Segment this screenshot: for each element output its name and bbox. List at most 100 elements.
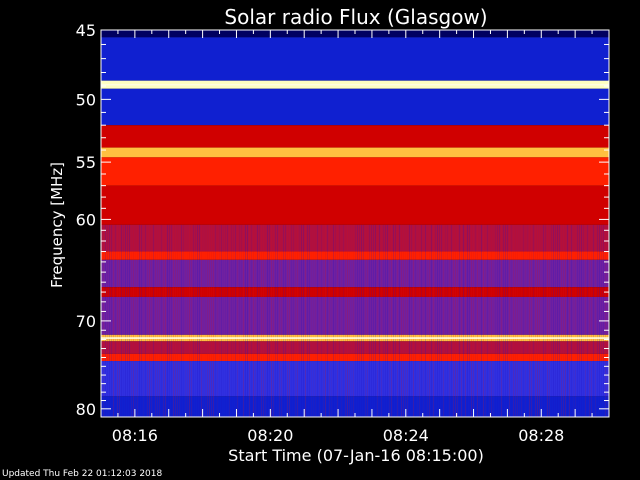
x-tick-label: 08:20: [247, 426, 293, 445]
heatmap-band-15: [101, 353, 609, 362]
heatmap-texture: [247, 224, 248, 417]
heatmap-texture: [533, 224, 534, 417]
heatmap-texture: [181, 224, 182, 417]
heatmap-texture: [191, 224, 192, 417]
heatmap-texture: [153, 224, 154, 417]
heatmap-texture: [117, 224, 118, 417]
heatmap-texture: [577, 224, 578, 417]
heatmap-texture: [317, 224, 318, 417]
heatmap-texture: [545, 224, 546, 417]
x-tick-label: 08:24: [383, 426, 429, 445]
heatmap-texture: [141, 224, 142, 417]
heatmap-texture: [161, 224, 162, 417]
heatmap-texture: [381, 224, 382, 417]
heatmap-texture: [355, 224, 356, 417]
heatmap-texture: [239, 224, 240, 417]
heatmap-texture: [379, 224, 380, 417]
heatmap-texture: [455, 224, 456, 417]
heatmap-texture: [391, 224, 392, 417]
heatmap-texture: [277, 224, 278, 417]
heatmap-texture: [523, 224, 524, 417]
heatmap-texture: [329, 224, 330, 417]
heatmap-texture: [561, 224, 562, 417]
heatmap-texture: [517, 224, 518, 417]
heatmap-texture: [483, 224, 484, 417]
heatmap-texture: [597, 224, 598, 417]
heatmap-texture: [531, 224, 532, 417]
heatmap-texture: [111, 224, 112, 417]
heatmap-texture: [203, 224, 204, 417]
heatmap-band-14: [101, 341, 609, 354]
heatmap-texture: [569, 224, 570, 417]
heatmap-bright-line: [101, 83, 609, 86]
heatmap-texture: [421, 224, 422, 417]
heatmap-texture: [387, 224, 388, 417]
heatmap-texture: [505, 224, 506, 417]
y-tick-label: 55: [76, 153, 96, 172]
heatmap-texture: [219, 224, 220, 417]
heatmap-texture: [367, 224, 368, 417]
heatmap-texture: [415, 224, 416, 417]
heatmap-texture: [447, 224, 448, 417]
heatmap-texture: [173, 224, 174, 417]
heatmap-texture: [121, 224, 122, 417]
heatmap-texture: [179, 224, 180, 417]
heatmap-texture: [471, 224, 472, 417]
heatmap-texture: [499, 224, 500, 417]
heatmap-texture: [135, 224, 136, 417]
heatmap-texture: [443, 224, 444, 417]
heatmap-texture: [461, 224, 462, 417]
heatmap-texture: [235, 224, 236, 417]
heatmap-texture: [491, 224, 492, 417]
heatmap-texture: [493, 224, 494, 417]
heatmap-texture: [427, 224, 428, 417]
heatmap-texture: [267, 224, 268, 417]
heatmap-texture: [159, 224, 160, 417]
heatmap-texture: [213, 224, 214, 417]
heatmap-texture: [325, 224, 326, 417]
heatmap-texture: [409, 224, 410, 417]
heatmap-texture: [321, 224, 322, 417]
heatmap-texture: [279, 224, 280, 417]
heatmap-texture: [225, 224, 226, 417]
heatmap-texture: [501, 224, 502, 417]
heatmap-band-12: [101, 296, 609, 335]
heatmap-texture: [221, 224, 222, 417]
heatmap-band-16: [101, 361, 609, 397]
heatmap-bright-line: [101, 337, 609, 339]
heatmap-texture: [487, 224, 488, 417]
heatmap-texture: [301, 224, 302, 417]
heatmap-texture: [201, 224, 202, 417]
heatmap-band-9: [101, 251, 609, 260]
heatmap-texture: [383, 224, 384, 417]
heatmap-texture: [309, 224, 310, 417]
heatmap-texture: [431, 224, 432, 417]
heatmap-texture: [263, 224, 264, 417]
heatmap-texture: [571, 224, 572, 417]
spectrogram-heatmap: [101, 30, 609, 417]
heatmap-texture: [353, 224, 354, 417]
heatmap-texture: [441, 224, 442, 417]
heatmap-texture: [529, 224, 530, 417]
heatmap-texture: [583, 224, 584, 417]
heatmap-texture: [397, 224, 398, 417]
heatmap-texture: [429, 224, 430, 417]
heatmap-texture: [369, 224, 370, 417]
heatmap-band-5: [101, 147, 609, 158]
heatmap-texture: [495, 224, 496, 417]
heatmap-texture: [199, 224, 200, 417]
heatmap-texture: [395, 224, 396, 417]
heatmap-texture: [283, 224, 284, 417]
heatmap-texture: [249, 224, 250, 417]
heatmap-texture: [535, 224, 536, 417]
heatmap-texture: [399, 224, 400, 417]
heatmap-texture: [211, 224, 212, 417]
heatmap-texture: [291, 224, 292, 417]
heatmap-texture: [275, 224, 276, 417]
heatmap-texture: [477, 224, 478, 417]
heatmap-texture: [579, 224, 580, 417]
heatmap-texture: [413, 224, 414, 417]
heatmap-texture: [503, 224, 504, 417]
heatmap-texture: [327, 224, 328, 417]
heatmap-texture: [525, 224, 526, 417]
